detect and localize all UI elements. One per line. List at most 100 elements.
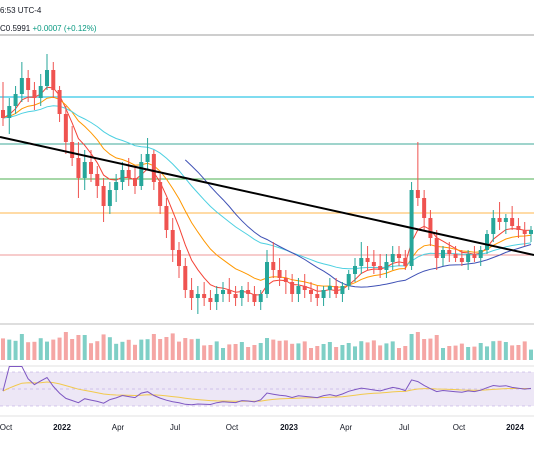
- volume-bar: [221, 348, 225, 360]
- volume-bar: [145, 339, 150, 360]
- candle-body: [170, 230, 175, 250]
- volume-bar: [76, 335, 81, 360]
- candle-body: [63, 114, 68, 142]
- volume-bar: [403, 346, 408, 360]
- candle-body: [1, 110, 5, 118]
- candle: [95, 166, 100, 198]
- candle-body: [340, 286, 345, 294]
- candle-body: [271, 262, 276, 270]
- volume-bar: [51, 339, 56, 360]
- candle-body: [453, 254, 458, 258]
- candle-body: [529, 230, 533, 234]
- candle-body: [76, 158, 81, 178]
- candle-body: [302, 286, 307, 290]
- volume-bar: [258, 343, 263, 360]
- candle-body: [422, 198, 427, 218]
- candle-body: [441, 250, 445, 258]
- candle: [459, 250, 464, 266]
- candle-body: [296, 286, 301, 294]
- volume-bar: [359, 341, 364, 360]
- candle-body: [114, 182, 119, 190]
- candle: [516, 218, 521, 238]
- candle: [497, 202, 502, 230]
- candle: [415, 142, 420, 206]
- volume-bar: [151, 334, 156, 360]
- candle: [290, 274, 295, 302]
- volume-bar: [409, 334, 414, 360]
- volume-bar: [177, 341, 181, 360]
- volume-bar: [120, 341, 125, 360]
- volume-bar: [415, 332, 420, 360]
- candle: [441, 246, 445, 266]
- volume-bar: [265, 338, 269, 360]
- volume-bar: [183, 338, 188, 360]
- volume-bar: [89, 343, 93, 360]
- volume-bar: [384, 343, 389, 360]
- candle: [32, 82, 37, 110]
- candle-body: [183, 266, 188, 290]
- candle-body: [491, 218, 496, 234]
- candle: [38, 74, 43, 106]
- volume-bar: [340, 345, 345, 360]
- volume-bar: [365, 342, 370, 360]
- sma-long-line: [184, 159, 532, 288]
- volume-bar: [195, 338, 200, 360]
- candle: [57, 86, 62, 122]
- candle-body: [145, 154, 150, 162]
- candle-body: [13, 94, 18, 106]
- candle-body: [32, 90, 37, 98]
- candle: [107, 182, 112, 214]
- volume-bar: [290, 343, 295, 360]
- rsi-signal-line: [2, 381, 531, 402]
- candle: [202, 282, 207, 306]
- volume-bar: [309, 348, 313, 360]
- volume-bar: [485, 346, 489, 360]
- candle: [472, 246, 477, 262]
- volume-bar: [428, 338, 433, 360]
- candle-body: [415, 190, 420, 198]
- trendline[interactable]: [0, 136, 534, 256]
- candle-body: [503, 218, 508, 222]
- candle-body: [7, 106, 12, 118]
- volume-bar: [107, 337, 112, 360]
- candle-body: [485, 234, 489, 250]
- candle-body: [309, 290, 313, 294]
- candle: [145, 138, 150, 170]
- candle: [340, 282, 345, 302]
- volume-bar: [95, 341, 100, 360]
- volume-bar: [32, 341, 37, 360]
- candle: [214, 286, 219, 310]
- candle-body: [466, 254, 471, 262]
- ema-long-line: [2, 105, 532, 270]
- candle: [45, 54, 49, 90]
- quote-line: C0.5991 +0.0007 (+0.12%): [0, 24, 97, 34]
- volume-bar: [447, 346, 452, 360]
- x-axis-label: Jul: [399, 423, 409, 432]
- candle-body: [277, 270, 282, 278]
- candle: [327, 278, 332, 298]
- candle: [378, 254, 383, 278]
- candle-body: [522, 230, 527, 234]
- candle: [258, 290, 263, 310]
- volume-bar: [233, 344, 238, 360]
- candle-body: [195, 294, 200, 298]
- rsi-line: [2, 366, 532, 406]
- candle-body: [434, 238, 439, 258]
- candle: [453, 246, 458, 262]
- candle-body: [89, 162, 93, 174]
- candle-body: [208, 298, 213, 302]
- volume-bar: [346, 343, 351, 360]
- volume-bar: [239, 342, 244, 360]
- x-axis-label: 2024: [506, 423, 524, 432]
- volume-bar: [246, 347, 251, 360]
- volume-bar: [57, 337, 62, 360]
- candle-body: [384, 262, 389, 270]
- candle: [447, 242, 452, 262]
- candle-body: [126, 170, 131, 178]
- candle-body: [472, 254, 477, 258]
- candle-body: [101, 186, 106, 206]
- volume-bar: [101, 334, 106, 360]
- volume-bar: [390, 341, 395, 360]
